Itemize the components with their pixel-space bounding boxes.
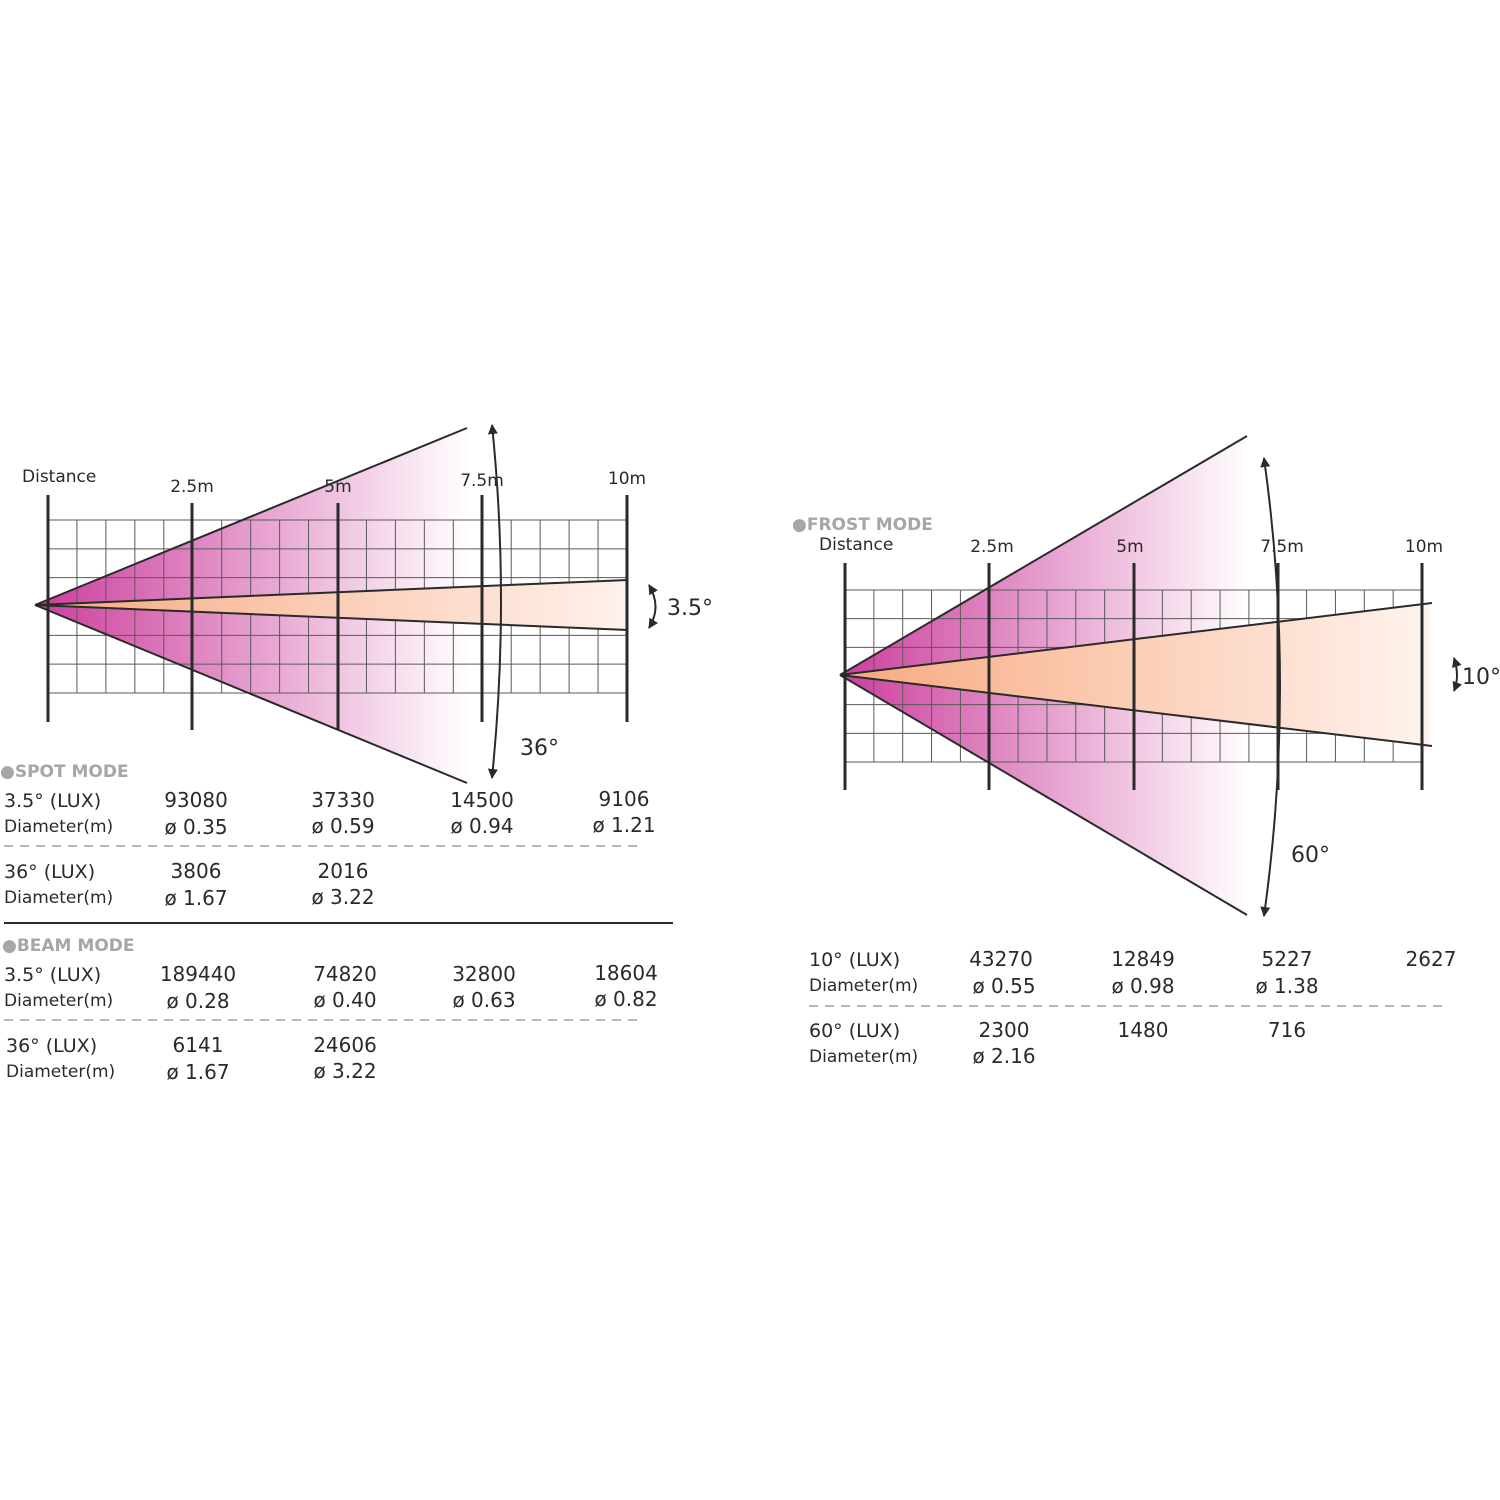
frost-distance-7-5m-label: 7.5m bbox=[1260, 537, 1304, 557]
spot-narrow-beam-edge-top bbox=[34, 579, 629, 606]
frost-10-lux-5m: 12849 bbox=[1111, 947, 1175, 971]
spot-mode-table: ●SPOT MODE 3.5° (LUX) Diameter(m) 93080 … bbox=[0, 762, 673, 924]
beam-3-5-diameter-2-5m: ø 0.28 bbox=[166, 989, 229, 1013]
beam-3-5-lux-2-5m: 189440 bbox=[160, 962, 236, 986]
spot-wide-beam-edge-top bbox=[34, 427, 468, 606]
frost-wide-beam-edge-bottom bbox=[839, 674, 1248, 916]
spot-36-diameter-5m: ø 3.22 bbox=[311, 885, 374, 909]
spot-36-lux-5m: 2016 bbox=[318, 859, 369, 883]
spot-3-5-diameter-7-5m: ø 0.94 bbox=[450, 814, 513, 838]
spot-3-5-lux-5m: 37330 bbox=[311, 788, 375, 812]
frost-row-10-lux-label: 10° (LUX) bbox=[809, 949, 900, 971]
spot-wide-angle-label: 36° bbox=[520, 736, 559, 761]
spot-narrow-beam-edge-bottom bbox=[34, 604, 629, 631]
beam-3-5-diameter-5m: ø 0.40 bbox=[313, 988, 376, 1012]
spot-row-3-5-lux-label: 3.5° (LUX) bbox=[4, 790, 101, 812]
spot-36-diameter-2-5m: ø 1.67 bbox=[164, 886, 227, 910]
frost-wide-angle-arrow bbox=[1260, 457, 1281, 917]
beam-3-5-lux-7-5m: 32800 bbox=[452, 962, 516, 986]
frost-10-diameter-5m: ø 0.98 bbox=[1111, 974, 1174, 998]
spot-narrow-angle-arrow bbox=[648, 584, 658, 629]
frost-10-lux-2-5m: 43270 bbox=[969, 947, 1033, 971]
frost-10-lux-7-5m: 5227 bbox=[1262, 947, 1313, 971]
beam-row-3-5-lux-label: 3.5° (LUX) bbox=[4, 964, 101, 986]
spot-3-5-lux-10m: 9106 bbox=[599, 787, 650, 811]
frost-wide-angle-label: 60° bbox=[1291, 843, 1330, 868]
frost-diagram: ●FROST MODE Distance 2.5m 5m 7.5m 10m 60… bbox=[792, 435, 1500, 917]
spot-3-5-diameter-2-5m: ø 0.35 bbox=[164, 815, 227, 839]
spot-mode-title: ●SPOT MODE bbox=[0, 762, 129, 782]
beam-36-diameter-2-5m: ø 1.67 bbox=[166, 1060, 229, 1084]
frost-60-diameter-2-5m: ø 2.16 bbox=[972, 1044, 1035, 1068]
spot-row-36-lux-label: 36° (LUX) bbox=[4, 861, 95, 883]
spot-distance-label: Distance bbox=[22, 467, 96, 487]
frost-60-lux-2-5m: 2300 bbox=[979, 1018, 1030, 1042]
spot-distance-5m-label: 5m bbox=[324, 477, 351, 497]
frost-wide-beam-edge-top bbox=[839, 435, 1248, 676]
spot-diagram: Distance 2.5m 5m 7.5m 10m 36° 3.5° bbox=[22, 424, 713, 784]
frost-10-diameter-7-5m: ø 1.38 bbox=[1255, 974, 1318, 998]
spot-3-5-diameter-5m: ø 0.59 bbox=[311, 814, 374, 838]
frost-60-lux-5m: 1480 bbox=[1118, 1018, 1169, 1042]
beam-36-diameter-5m: ø 3.22 bbox=[313, 1059, 376, 1083]
beam-mode-table: ●BEAM MODE 3.5° (LUX) Diameter(m) 189440… bbox=[2, 936, 658, 1084]
beam-row-3-5-diameter-label: Diameter(m) bbox=[4, 991, 113, 1011]
beam-3-5-lux-5m: 74820 bbox=[313, 962, 377, 986]
beam-3-5-diameter-10m: ø 0.82 bbox=[594, 987, 657, 1011]
beam-3-5-lux-10m: 18604 bbox=[594, 961, 658, 985]
frost-distance-10m-label: 10m bbox=[1405, 537, 1443, 557]
spot-wide-angle-arrow bbox=[487, 424, 502, 779]
beam-36-lux-5m: 24606 bbox=[313, 1033, 377, 1057]
spot-narrow-angle-label: 3.5° bbox=[667, 596, 713, 621]
frost-10-diameter-2-5m: ø 0.55 bbox=[972, 974, 1035, 998]
frost-mode-title: ●FROST MODE bbox=[792, 515, 933, 535]
frost-row-60-lux-label: 60° (LUX) bbox=[809, 1020, 900, 1042]
beam-mode-title: ●BEAM MODE bbox=[2, 936, 135, 956]
spot-distance-2-5m-label: 2.5m bbox=[170, 477, 214, 497]
frost-row-10-diameter-label: Diameter(m) bbox=[809, 976, 918, 996]
beam-row-36-diameter-label: Diameter(m) bbox=[6, 1062, 115, 1082]
frost-distance-label: Distance bbox=[819, 535, 893, 555]
frost-narrow-angle-label: 10° bbox=[1462, 665, 1500, 690]
spot-3-5-lux-2-5m: 93080 bbox=[164, 788, 228, 812]
spot-row-36-diameter-label: Diameter(m) bbox=[4, 888, 113, 908]
spot-row-3-5-diameter-label: Diameter(m) bbox=[4, 817, 113, 837]
spot-36-lux-2-5m: 3806 bbox=[171, 859, 222, 883]
frost-60-lux-7-5m: 716 bbox=[1268, 1018, 1306, 1042]
frost-row-60-diameter-label: Diameter(m) bbox=[809, 1047, 918, 1067]
frost-distance-5m-label: 5m bbox=[1116, 537, 1143, 557]
spot-3-5-diameter-10m: ø 1.21 bbox=[592, 813, 655, 837]
spot-3-5-lux-7-5m: 14500 bbox=[450, 788, 514, 812]
beam-3-5-diameter-7-5m: ø 0.63 bbox=[452, 988, 515, 1012]
frost-10-lux-10m: 2627 bbox=[1406, 947, 1457, 971]
frost-narrow-angle-arrow bbox=[1452, 657, 1462, 692]
beam-row-36-lux-label: 36° (LUX) bbox=[6, 1035, 97, 1057]
beam-36-lux-2-5m: 6141 bbox=[173, 1033, 224, 1057]
frost-distance-2-5m-label: 2.5m bbox=[970, 537, 1014, 557]
frost-narrow-beam-edge-bottom bbox=[839, 674, 1433, 747]
spot-wide-beam-edge-bottom bbox=[34, 604, 468, 784]
spot-narrow-beam-cone bbox=[35, 580, 628, 630]
frost-mode-table: 10° (LUX) Diameter(m) 43270 12849 5227 2… bbox=[809, 947, 1456, 1068]
spot-distance-10m-label: 10m bbox=[608, 469, 646, 489]
frost-narrow-beam-edge-top bbox=[839, 602, 1433, 676]
